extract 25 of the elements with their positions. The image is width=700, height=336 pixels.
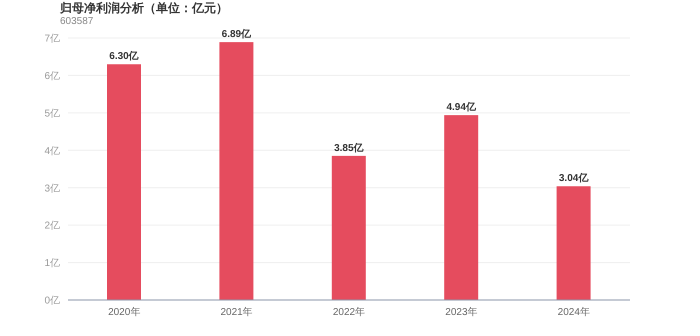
bar	[556, 186, 591, 300]
x-tick-label: 2022年	[332, 306, 366, 318]
x-tick-label: 2023年	[445, 306, 478, 318]
y-tick-label: 2亿	[44, 220, 60, 232]
chart-subtitle: 603587	[60, 16, 94, 27]
bar	[444, 115, 478, 300]
y-tick-label: 5亿	[44, 108, 60, 120]
data-label: 3.85亿	[334, 142, 365, 154]
y-tick-label: 3亿	[44, 183, 60, 194]
data-label: 4.94亿	[446, 101, 477, 114]
x-tick-label: 2024年	[558, 306, 590, 318]
chart-title: 归母净利润分析（单位：亿元）	[60, 0, 228, 17]
bar	[107, 64, 141, 300]
y-tick-label: 0亿	[44, 296, 60, 307]
data-label: 3.04亿	[558, 172, 590, 184]
y-tick-label: 1亿	[44, 258, 60, 270]
data-label: 6.30亿	[109, 50, 140, 62]
data-label: 6.89亿	[222, 28, 252, 40]
x-tick-label: 2021年	[220, 306, 253, 318]
x-tick-label: 2020年	[108, 306, 140, 318]
bar	[332, 156, 366, 300]
y-tick-label: 6亿	[44, 70, 60, 82]
y-tick-label: 7亿	[44, 34, 60, 45]
bar	[219, 42, 254, 300]
y-tick-label: 4亿	[44, 146, 60, 157]
